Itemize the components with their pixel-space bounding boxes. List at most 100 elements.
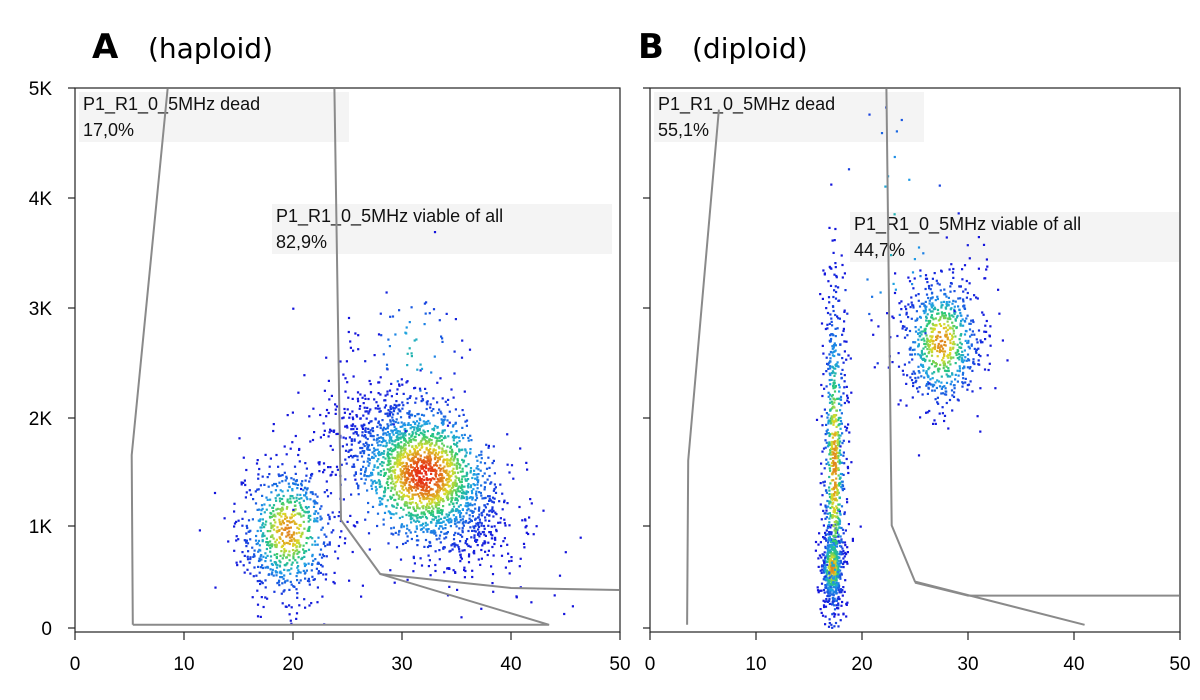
data-point	[479, 469, 482, 472]
data-point	[442, 520, 445, 523]
data-point	[950, 380, 953, 383]
data-point	[335, 432, 338, 436]
data-point	[839, 445, 842, 448]
data-point	[846, 501, 849, 504]
data-point	[405, 479, 408, 482]
data-point	[321, 595, 324, 598]
data-point	[439, 467, 443, 470]
data-point	[436, 502, 439, 505]
data-point	[316, 517, 319, 520]
data-point	[348, 449, 351, 452]
data-point	[430, 498, 433, 501]
data-point	[312, 407, 315, 410]
data-point	[457, 532, 460, 535]
data-point	[241, 524, 244, 527]
data-point	[943, 393, 947, 396]
data-point	[841, 442, 844, 445]
data-point	[921, 364, 924, 367]
data-point	[381, 461, 384, 464]
data-point	[349, 346, 352, 349]
data-point	[363, 406, 366, 409]
data-point	[947, 361, 950, 364]
data-point	[385, 367, 389, 370]
data-point	[979, 387, 982, 390]
data-point	[817, 557, 820, 560]
data-point	[276, 571, 279, 574]
data-point	[417, 459, 420, 463]
data-point	[420, 400, 423, 403]
data-point	[372, 447, 376, 450]
data-point	[839, 588, 842, 591]
data-point	[395, 512, 398, 515]
data-point	[487, 446, 490, 449]
data-point	[459, 480, 462, 483]
data-point	[839, 427, 842, 430]
data-point	[294, 508, 297, 511]
data-point	[840, 480, 843, 483]
data-point	[304, 462, 307, 465]
data-point	[470, 536, 473, 539]
data-point	[488, 495, 491, 498]
data-point	[474, 530, 477, 533]
data-point	[434, 475, 437, 478]
data-point	[275, 574, 278, 577]
data-point	[404, 434, 407, 437]
data-point	[259, 582, 262, 586]
data-point	[823, 566, 826, 570]
data-point	[919, 331, 922, 334]
data-point	[424, 538, 428, 542]
data-point	[368, 431, 371, 434]
data-point	[444, 451, 447, 454]
data-point	[301, 508, 304, 512]
data-point	[292, 519, 295, 522]
data-point	[825, 412, 828, 415]
data-point	[822, 571, 826, 574]
data-point	[947, 324, 950, 327]
data-point	[833, 550, 836, 553]
data-point	[480, 484, 483, 487]
data-point	[243, 571, 246, 574]
data-point	[924, 300, 927, 303]
data-point	[290, 520, 293, 524]
data-point	[833, 615, 836, 618]
data-point	[248, 489, 251, 492]
data-point	[923, 376, 926, 379]
data-point	[842, 454, 845, 457]
data-point	[488, 466, 491, 469]
data-point	[352, 375, 355, 378]
data-point	[342, 498, 345, 501]
data-point	[838, 503, 841, 506]
data-point	[453, 489, 456, 492]
data-point	[919, 269, 922, 272]
data-point	[266, 597, 269, 600]
data-point	[926, 281, 929, 284]
data-point	[319, 548, 323, 551]
data-point	[894, 272, 897, 275]
data-point	[830, 575, 834, 579]
data-point	[412, 420, 415, 423]
data-point	[257, 488, 260, 491]
data-point	[464, 569, 467, 573]
data-point	[459, 533, 462, 537]
data-point	[937, 342, 940, 346]
data-point	[942, 317, 946, 320]
data-point	[931, 347, 934, 350]
data-point	[449, 488, 452, 492]
data-point	[506, 502, 509, 505]
data-point	[410, 440, 413, 443]
data-point	[975, 296, 978, 299]
data-point	[837, 523, 840, 526]
data-point	[825, 571, 828, 574]
data-point	[422, 493, 425, 496]
data-point	[847, 354, 850, 357]
data-point	[835, 414, 838, 417]
data-point	[447, 490, 451, 493]
data-point	[930, 354, 934, 357]
data-point	[914, 319, 917, 322]
data-point	[269, 559, 272, 562]
data-point	[410, 513, 414, 516]
data-point	[386, 480, 389, 484]
data-point	[395, 462, 398, 465]
data-point	[479, 521, 482, 524]
data-point	[278, 497, 281, 500]
